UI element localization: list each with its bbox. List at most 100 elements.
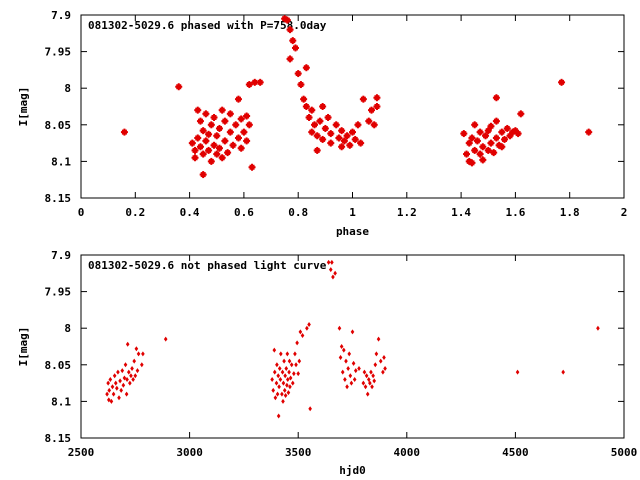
y-tick-label: 7.95 <box>45 286 72 299</box>
data-point <box>282 387 287 393</box>
data-point <box>287 369 291 375</box>
data-point <box>283 16 291 24</box>
data-point <box>482 132 490 140</box>
data-point <box>131 376 135 382</box>
data-point <box>346 141 354 149</box>
data-point <box>110 384 115 390</box>
data-point <box>281 398 285 404</box>
data-point <box>373 103 381 110</box>
y-tick-label: 7.9 <box>51 9 71 22</box>
data-point <box>501 135 509 143</box>
x-tick-label: 3500 <box>285 446 312 459</box>
data-point <box>298 329 303 335</box>
data-point <box>122 375 127 381</box>
data-point <box>326 259 331 265</box>
data-point <box>473 137 481 145</box>
data-point <box>373 362 378 368</box>
data-point <box>558 78 566 86</box>
data-point <box>596 325 600 331</box>
x-tick-label: 1.6 <box>505 206 525 219</box>
data-point <box>297 81 305 89</box>
data-point <box>188 139 196 147</box>
data-point <box>370 384 374 390</box>
data-point <box>514 130 522 138</box>
data-point <box>277 365 282 371</box>
data-point <box>342 347 346 353</box>
data-point <box>498 143 506 151</box>
data-point <box>226 110 234 118</box>
data-point <box>308 406 312 412</box>
x-tick-label: 0.2 <box>125 206 145 219</box>
data-point <box>351 360 356 366</box>
data-point <box>349 380 354 386</box>
data-point <box>324 113 332 121</box>
data-point <box>348 373 353 379</box>
data-point <box>289 37 297 45</box>
data-point <box>272 369 277 375</box>
data-point <box>121 382 126 388</box>
data-point <box>120 128 128 136</box>
chart-title: 081302-5029.6 phased with P=758.0day <box>88 19 327 32</box>
data-point <box>278 376 283 382</box>
data-point <box>287 358 292 364</box>
data-point <box>115 385 119 391</box>
x-tick-label: 2500 <box>68 446 95 459</box>
data-point <box>383 365 387 371</box>
data-point <box>338 143 346 151</box>
data-point <box>129 373 133 379</box>
data-point <box>280 391 284 397</box>
data-point <box>199 150 207 158</box>
data-point <box>191 146 199 154</box>
data-point <box>191 154 199 162</box>
data-point <box>344 358 348 364</box>
data-point <box>120 368 125 374</box>
data-point <box>199 171 207 179</box>
y-tick-label: 8.1 <box>51 155 71 168</box>
x-tick-label: 0 <box>78 206 85 219</box>
data-point <box>196 143 204 151</box>
data-point <box>561 369 565 375</box>
data-point <box>229 141 237 149</box>
data-point <box>305 325 309 331</box>
data-point <box>112 373 117 379</box>
data-point <box>124 391 129 397</box>
data-point <box>368 380 372 386</box>
data-point <box>361 380 366 386</box>
data-point <box>359 95 367 103</box>
data-point <box>245 121 253 129</box>
x-tick-label: 5000 <box>611 446 638 459</box>
data-point <box>310 121 318 129</box>
data-point <box>207 121 215 129</box>
data-point <box>123 362 128 368</box>
x-tick-label: 2 <box>621 206 628 219</box>
data-point <box>372 378 377 384</box>
data-point <box>245 81 253 89</box>
data-point <box>300 95 308 103</box>
data-point <box>163 336 168 342</box>
data-point <box>460 130 468 138</box>
data-point <box>490 149 498 157</box>
data-point <box>280 369 285 375</box>
data-point <box>321 124 329 132</box>
data-point <box>134 346 139 352</box>
y-axis-label: I[mag] <box>17 87 30 127</box>
x-tick-label: 4500 <box>502 446 529 459</box>
data-point <box>215 124 223 132</box>
data-point <box>125 376 129 382</box>
data-point <box>194 134 202 142</box>
phased-light-curve-panel: 0 0.2 0.4 0.6 0.8 1 1.2 1.4 1.6 1.8 2 7.9 7.95 8 8.05 8… <box>17 9 627 238</box>
data-point <box>237 115 245 123</box>
x-tick-label: 0.8 <box>288 206 308 219</box>
y-tick-label: 7.9 <box>51 249 71 262</box>
data-point <box>353 368 358 374</box>
data-point <box>286 390 291 396</box>
data-point <box>484 127 492 135</box>
data-point <box>140 362 144 368</box>
data-point <box>476 128 484 136</box>
data-point <box>313 132 321 140</box>
data-point <box>226 128 234 136</box>
data-point <box>382 354 386 360</box>
data-point <box>290 380 295 386</box>
data-point <box>498 128 506 136</box>
x-tick-label: 1 <box>349 206 356 219</box>
